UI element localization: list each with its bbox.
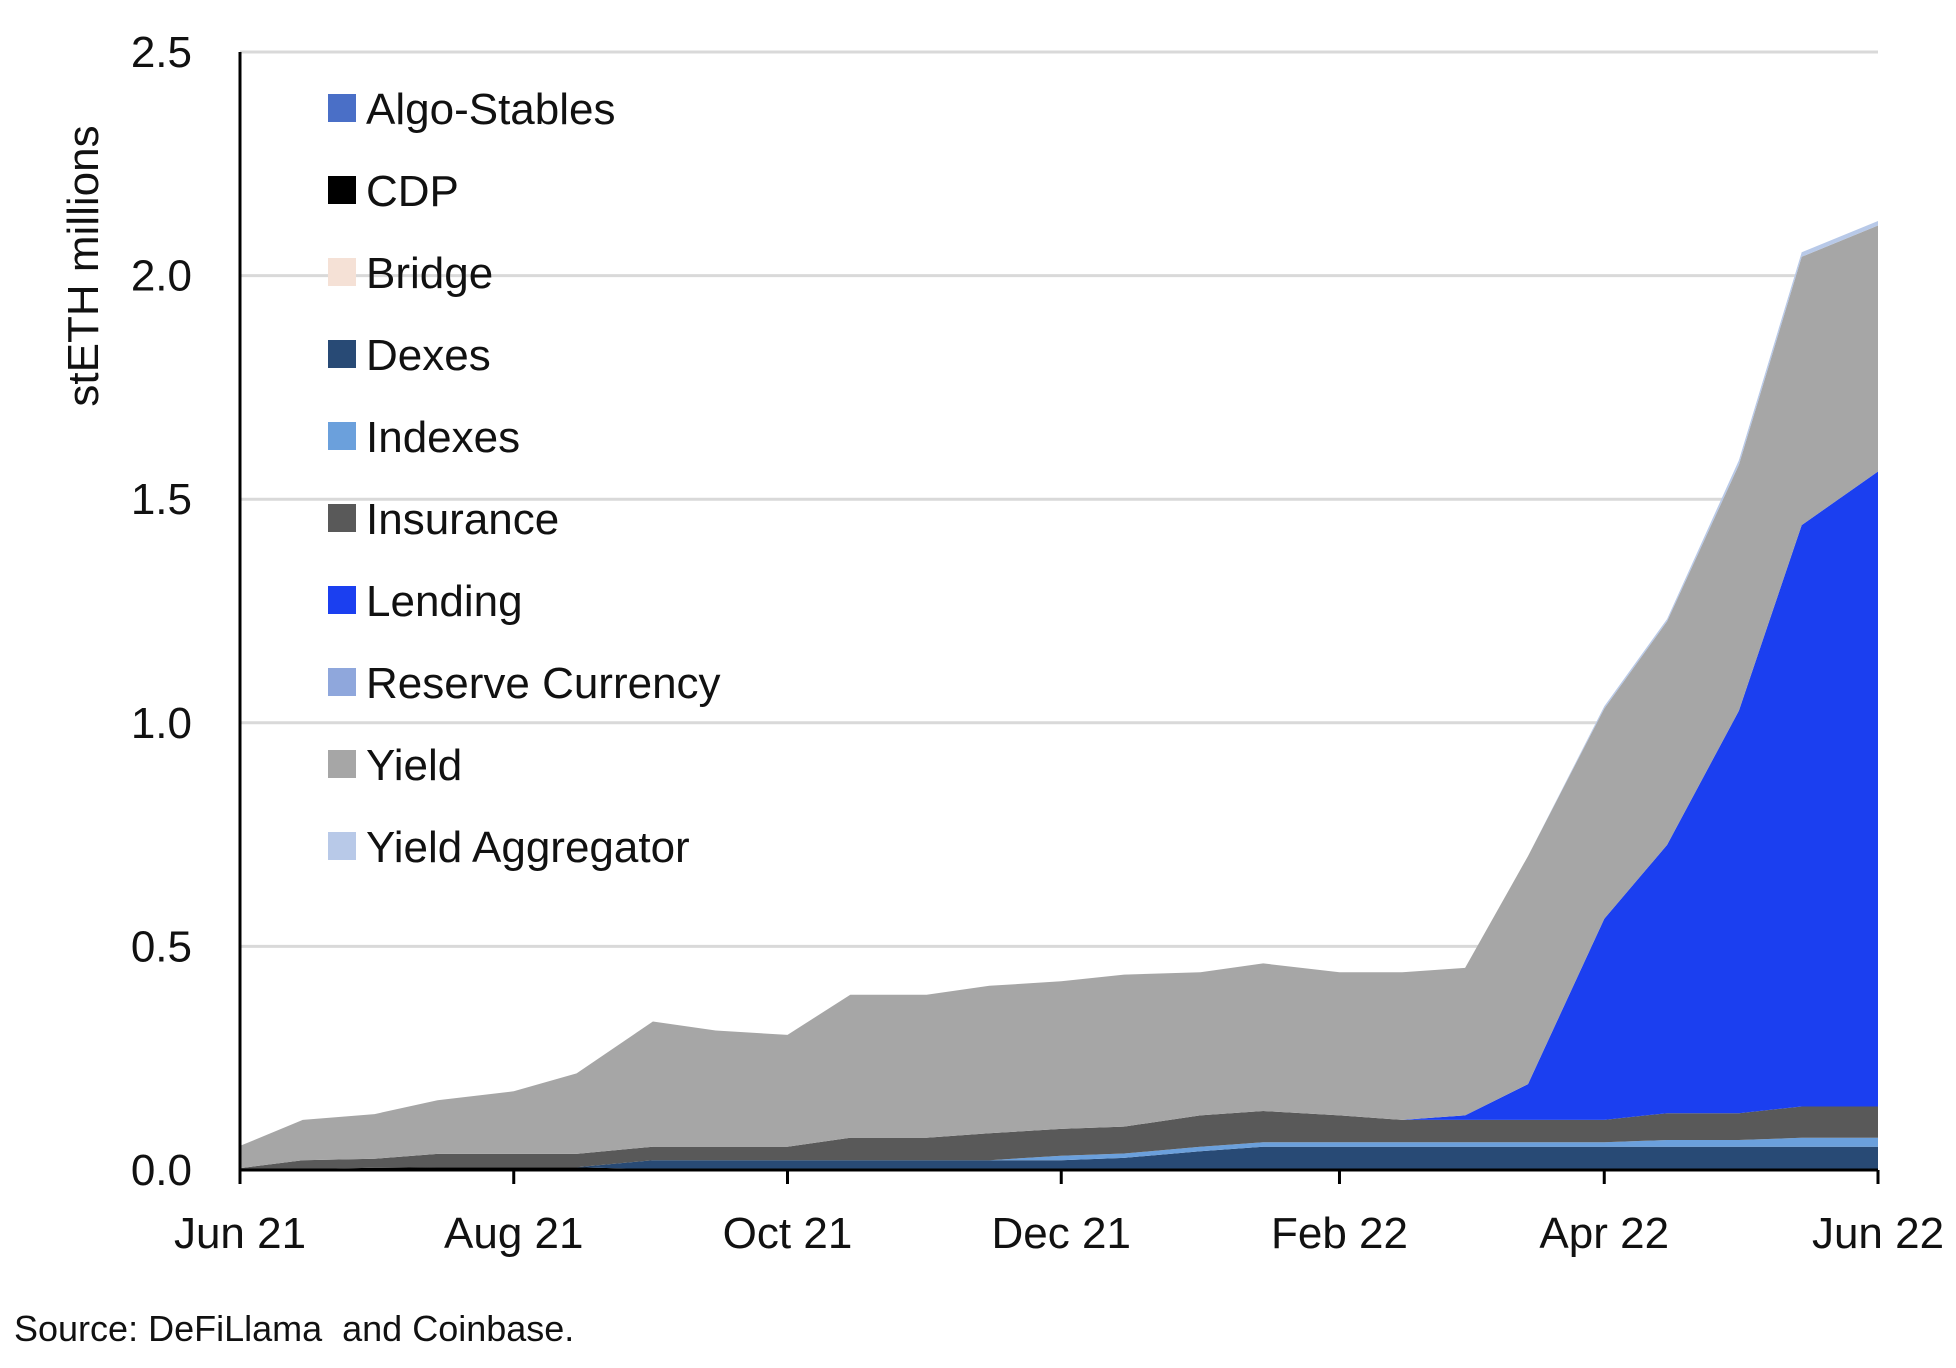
legend-label: Lending [366, 577, 523, 626]
legend-swatch [328, 258, 356, 286]
legend-swatch [328, 504, 356, 532]
area-dexes [240, 1146, 1878, 1170]
area-lending [240, 471, 1878, 1169]
legend-label: Yield [366, 741, 462, 790]
legend-label: Algo-Stables [366, 85, 615, 134]
legend-swatch [328, 422, 356, 450]
legend-swatch [328, 832, 356, 860]
y-tick-label: 1.0 [131, 699, 192, 748]
legend-swatch [328, 750, 356, 778]
x-tick-label: Jun 21 [174, 1209, 306, 1258]
legend-label: Indexes [366, 413, 520, 462]
stacked-area-chart: 0.0 0.5 1.0 1.5 2.0 2.5 Jun 21 Aug 21 Oct 21 Dec… [59, 28, 1944, 1258]
legend-label: CDP [366, 167, 459, 216]
y-tick-label: 1.5 [131, 475, 192, 524]
legend-item-dexes: Dexes [328, 331, 491, 380]
y-tick-label: 2.0 [131, 252, 192, 301]
legend-item-algo-stables: Algo-Stables [328, 85, 615, 134]
legend-label: Dexes [366, 331, 491, 380]
legend-item-cdp: CDP [328, 167, 459, 216]
legend-swatch [328, 176, 356, 204]
legend-label: Reserve Currency [366, 659, 721, 708]
y-tick-label: 2.5 [131, 28, 192, 77]
legend: Algo-Stables CDP Bridge Dexes Indexes Insuran… [328, 85, 721, 872]
y-ticks: 0.0 0.5 1.0 1.5 2.0 2.5 [131, 28, 192, 1195]
x-tick-label: Oct 21 [723, 1209, 853, 1258]
legend-label: Bridge [366, 249, 493, 298]
area-insurance [240, 1106, 1878, 1170]
y-tick-label: 0.5 [131, 922, 192, 971]
legend-swatch [328, 668, 356, 696]
source-note: Source: DeFiLlama and Coinbase. [14, 1308, 575, 1349]
y-tick-label: 0.0 [131, 1146, 192, 1195]
area-indexes [240, 1137, 1878, 1170]
legend-item-insurance: Insurance [328, 495, 559, 544]
legend-swatch [328, 586, 356, 614]
legend-label: Yield Aggregator [366, 823, 690, 872]
legend-swatch [328, 94, 356, 122]
legend-item-bridge: Bridge [328, 249, 493, 298]
x-tick-label: Aug 21 [444, 1209, 583, 1258]
legend-label: Insurance [366, 495, 559, 544]
legend-item-yield-aggregator: Yield Aggregator [328, 823, 690, 872]
legend-item-lending: Lending [328, 577, 523, 626]
legend-swatch [328, 340, 356, 368]
x-tick-label: Dec 21 [992, 1209, 1131, 1258]
x-tick-label: Feb 22 [1271, 1209, 1408, 1258]
legend-item-yield: Yield [328, 741, 462, 790]
legend-item-indexes: Indexes [328, 413, 520, 462]
y-axis-label: stETH millions [59, 125, 108, 406]
x-tick-label: Apr 22 [1539, 1209, 1669, 1258]
x-ticks: Jun 21 Aug 21 Oct 21 Dec 21 Feb 22 Apr 22 Jun … [174, 1170, 1944, 1258]
legend-item-reserve-currency: Reserve Currency [328, 659, 721, 708]
x-tick-label: Jun 22 [1812, 1209, 1944, 1258]
